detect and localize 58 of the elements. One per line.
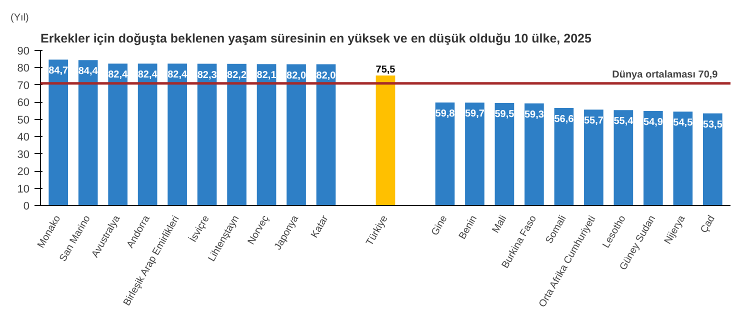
bar: [168, 64, 187, 206]
chart-title: Erkekler için doğuşta beklenen yaşam süresinin en yüksek ve en düşük olduğu 10 ülke, 2025: [40, 32, 592, 46]
y-tick-label: 50: [17, 114, 30, 126]
bar: [48, 60, 68, 206]
data-label: 55,7: [584, 116, 604, 127]
bar: [138, 64, 158, 206]
y-tick-label: 10: [17, 183, 30, 196]
data-label: 82,0: [316, 70, 336, 82]
data-label: 54,5: [673, 118, 694, 129]
y-tick-label: 60: [17, 97, 30, 110]
data-label: 59,7: [464, 108, 485, 120]
data-label: 54,9: [643, 116, 664, 128]
bar: [584, 110, 604, 206]
data-label: 82,0: [286, 70, 306, 82]
bar: [524, 103, 544, 206]
data-label: 82,4: [168, 70, 188, 81]
data-label: 82,2: [227, 70, 247, 81]
bar: [644, 110, 663, 206]
y-tick-label: 30: [17, 148, 30, 161]
y-tick-label: 90: [17, 46, 30, 58]
x-tick-label: Gine: [430, 213, 450, 238]
data-label: 84,4: [78, 66, 98, 78]
data-label: 82,3: [197, 70, 218, 81]
data-label: 82,4: [138, 70, 158, 81]
data-label: 56,6: [554, 114, 574, 126]
x-tick-label: Mali: [490, 214, 510, 236]
x-tick-label: Katar: [309, 213, 332, 240]
bar: [376, 75, 396, 206]
y-tick-label: 40: [17, 132, 30, 144]
y-tick-label: 70: [17, 80, 30, 92]
y-axis-title: (Yıl): [10, 12, 29, 24]
bar: [316, 64, 336, 206]
data-label: 59,5: [494, 109, 515, 120]
bar: [197, 64, 217, 206]
data-label: 59,8: [435, 108, 456, 120]
bar: [465, 102, 484, 206]
data-label: 82,4: [108, 70, 128, 81]
data-label: 75,5: [376, 64, 396, 76]
bar: [286, 64, 306, 206]
bar: [494, 103, 514, 206]
bar: [614, 110, 634, 206]
y-tick-label: 80: [17, 62, 30, 75]
data-label: 53,5: [702, 119, 723, 130]
bar: [256, 64, 276, 206]
bar: [78, 60, 98, 206]
bar: [435, 102, 455, 206]
ref-line-label: Dünya ortalaması 70,9: [612, 69, 718, 80]
bar: [554, 108, 574, 206]
bar: [108, 64, 128, 206]
x-tick-label: Çad: [698, 214, 718, 236]
bar: [227, 64, 246, 206]
bar: [702, 113, 722, 206]
data-label: 84,7: [48, 66, 69, 77]
data-label: 59,3: [524, 109, 544, 120]
y-tick-label: 0: [23, 200, 30, 212]
data-label: 82,1: [256, 70, 277, 82]
y-tick-label: 20: [17, 166, 30, 178]
bar: [673, 112, 693, 206]
